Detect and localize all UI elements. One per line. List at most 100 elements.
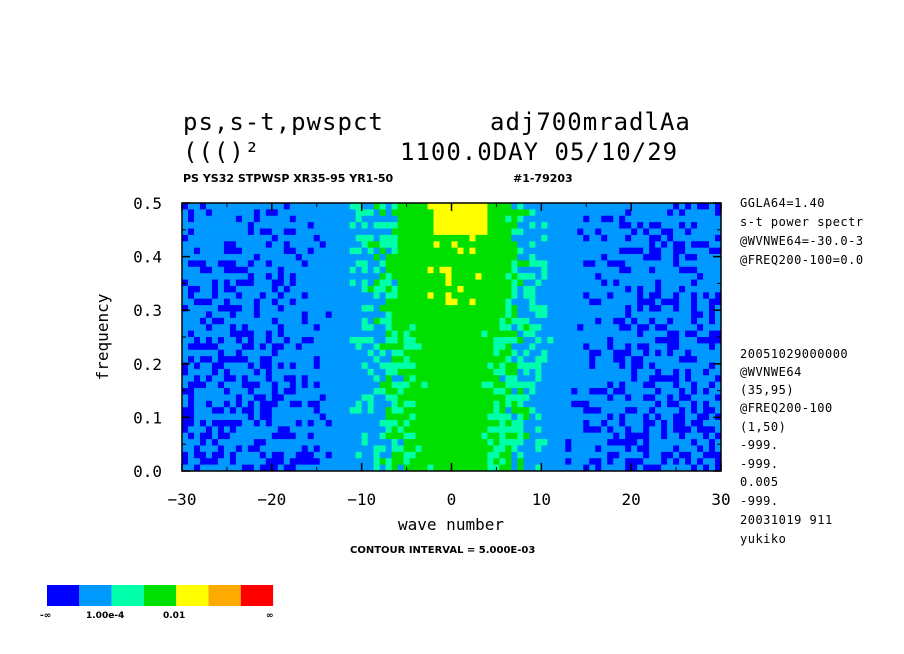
heatmap-cell: [409, 419, 417, 427]
heatmap-cell: [505, 419, 512, 427]
heatmap-cell: [409, 426, 417, 434]
heatmap-cell: [427, 343, 435, 351]
heatmap-cell: [409, 298, 417, 306]
heatmap-cell: [691, 432, 698, 440]
heatmap-cell: [643, 375, 650, 383]
heatmap-cell: [565, 324, 572, 332]
heatmap-cell: [295, 311, 303, 319]
heatmap-cell: [229, 254, 237, 262]
heatmap-cell: [349, 381, 357, 389]
heatmap-cell: [655, 298, 662, 306]
heatmap-cell: [373, 343, 381, 351]
heatmap-cell: [649, 419, 656, 427]
heatmap-cell: [673, 254, 680, 262]
heatmap-cell: [661, 388, 668, 396]
heatmap-cell: [223, 241, 231, 249]
heatmap-cell: [655, 260, 662, 268]
heatmap-cell: [373, 209, 381, 217]
heatmap-cell: [559, 234, 566, 242]
heatmap-cell: [355, 419, 363, 427]
heatmap-cell: [397, 279, 405, 287]
heatmap-cell: [559, 247, 566, 255]
heatmap-cell: [613, 241, 620, 249]
heatmap-cell: [259, 445, 267, 453]
heatmap-cell: [193, 451, 201, 459]
heatmap-cell: [182, 439, 189, 447]
heatmap-cell: [409, 439, 417, 447]
heatmap-cell: [361, 432, 369, 440]
heatmap-cell: [523, 407, 530, 415]
heatmap-cell: [301, 337, 309, 344]
heatmap-cell: [667, 222, 674, 230]
heatmap-cell: [433, 241, 441, 249]
heatmap-cell: [373, 228, 381, 236]
heatmap-cell: [217, 330, 225, 338]
heatmap-cell: [625, 234, 632, 242]
heatmap-cell: [523, 343, 530, 351]
heatmap-cell: [271, 215, 279, 223]
heatmap-cell: [553, 451, 560, 459]
heatmap-cell: [475, 222, 483, 230]
heatmap-cell: [541, 260, 548, 268]
heatmap-cell: [265, 349, 273, 357]
heatmap-cell: [325, 413, 333, 421]
heatmap-cell: [565, 400, 572, 408]
heatmap-cell: [397, 356, 405, 364]
heatmap-cell: [613, 311, 620, 319]
heatmap-cell: [337, 439, 345, 447]
heatmap-cell: [457, 254, 465, 262]
heatmap-cell: [703, 362, 710, 370]
heatmap-cell: [283, 209, 291, 217]
heatmap-cell: [427, 285, 435, 293]
heatmap-cell: [661, 337, 668, 344]
heatmap-cell: [331, 234, 339, 242]
heatmap-cell: [481, 324, 489, 332]
heatmap-cell: [523, 241, 530, 249]
heatmap-cell: [487, 292, 495, 300]
heatmap-cell: [367, 419, 375, 427]
heatmap-cell: [337, 209, 345, 217]
heatmap-cell: [229, 439, 237, 447]
heatmap-cell: [373, 254, 381, 262]
heatmap-cell: [631, 317, 638, 325]
heatmap-cell: [427, 375, 435, 383]
heatmap-cell: [235, 388, 243, 396]
heatmap-cell: [289, 439, 297, 447]
heatmap-cell: [439, 451, 447, 459]
heatmap-cell: [439, 298, 447, 306]
heatmap-cell: [289, 445, 297, 453]
heatmap-cell: [511, 324, 518, 332]
heatmap-cell: [445, 247, 453, 255]
y-axis-label: frequency: [93, 293, 112, 380]
heatmap-cell: [182, 432, 189, 440]
heatmap-cell: [499, 279, 506, 287]
heatmap-cell: [499, 311, 506, 319]
heatmap-cell: [217, 439, 225, 447]
heatmap-cell: [355, 394, 363, 402]
heatmap-cell: [451, 349, 459, 357]
heatmap-cell: [553, 426, 560, 434]
heatmap-cell: [679, 426, 686, 434]
heatmap-cell: [295, 203, 303, 210]
heatmap-cell: [187, 298, 195, 306]
heatmap-cell: [397, 368, 405, 376]
heatmap-cell: [637, 234, 644, 242]
heatmap-cell: [679, 375, 686, 383]
heatmap-cell: [475, 349, 483, 357]
heatmap-cell: [271, 388, 279, 396]
heatmap-cell: [523, 260, 530, 268]
heatmap-cell: [182, 254, 189, 262]
heatmap-cell: [559, 209, 566, 217]
heatmap-cell: [235, 349, 243, 357]
heatmap-cell: [517, 292, 524, 300]
heatmap-cell: [631, 419, 638, 427]
heatmap-cell: [523, 368, 530, 376]
heatmap-cell: [241, 203, 249, 210]
heatmap-cell: [619, 279, 626, 287]
heatmap-cell: [182, 451, 189, 459]
heatmap-cell: [655, 247, 662, 255]
heatmap-cell: [229, 260, 237, 268]
heatmap-cell: [457, 400, 465, 408]
heatmap-cell: [487, 317, 495, 325]
heatmap-cell: [541, 426, 548, 434]
